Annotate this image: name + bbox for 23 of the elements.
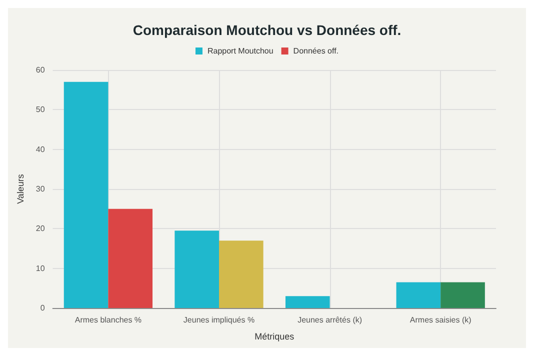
y-tick-label: 50: [36, 105, 46, 114]
bar: [174, 230, 219, 308]
x-tick-label: Armes saisies (k): [410, 316, 472, 324]
bar: [396, 282, 441, 308]
x-tick-label: Jeunes arrêtés (k): [298, 316, 362, 324]
y-tick-label: 10: [36, 264, 46, 273]
bar: [285, 296, 330, 308]
legend-label: Rapport Moutchou: [207, 46, 274, 56]
y-tick-label: 60: [36, 66, 46, 74]
x-axis-title: Métriques: [254, 332, 295, 342]
x-tick-label: Armes blanches %: [74, 316, 142, 324]
chart-title: Comparaison Moutchou vs Données off.: [132, 22, 402, 38]
y-tick-label: 30: [36, 184, 46, 194]
x-tick-label: Jeunes impliqués %: [183, 316, 255, 324]
bar: [219, 240, 264, 308]
bar: [108, 208, 153, 308]
bar: [440, 282, 485, 308]
y-axis-title: Valeurs: [16, 174, 26, 204]
y-tick-label: 40: [36, 144, 46, 154]
y-tick-label: 0: [40, 304, 46, 312]
legend-label: Données off.: [293, 46, 339, 56]
y-tick-label: 20: [36, 224, 46, 234]
bar: [64, 82, 108, 308]
